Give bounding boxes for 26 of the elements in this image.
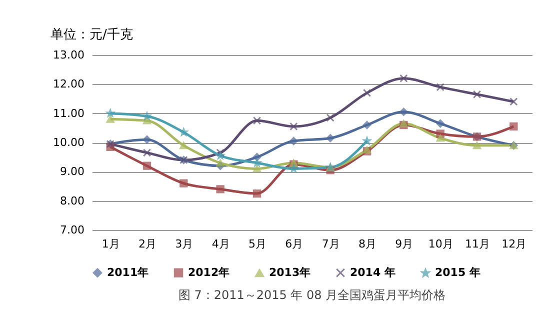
x-tick-label: 3月 — [175, 238, 194, 250]
y-axis-title: 单位：元/千克 — [50, 28, 133, 42]
y-tick-label: 11.00 — [53, 106, 84, 120]
x-tick-label: 7月 — [322, 238, 340, 250]
x-tick-label: 5月 — [248, 238, 266, 250]
y-tick-label: 7.00 — [60, 224, 84, 236]
x-tick-label: 12月 — [502, 238, 527, 250]
x-tick-label: 1月 — [102, 238, 120, 250]
x-tick-label: 11月 — [465, 238, 490, 250]
y-tick-label: 9.00 — [60, 165, 84, 178]
legend-label: 2014 年 — [350, 266, 396, 279]
x-tick-label: 9月 — [395, 238, 414, 250]
x-tick-label: 2月 — [138, 238, 156, 250]
x-tick-label: 10月 — [428, 238, 454, 250]
y-tick-label: 13.00 — [53, 48, 84, 62]
y-tick-label: 8.00 — [60, 194, 84, 208]
legend-label: 2015 年 — [435, 266, 480, 280]
legend-label: 2013年 — [269, 266, 311, 280]
text: 图 7：2011～2015 年 08 月全国鸡蛋月平均价格 — [178, 288, 446, 302]
legend-label: 2011年 — [107, 266, 149, 279]
x-tick-label: 8月 — [358, 238, 376, 250]
x-tick-label: 6月 — [285, 238, 304, 250]
y-tick-label: 10.00 — [53, 136, 84, 149]
x-tick-label: 4月 — [212, 238, 230, 250]
y-tick-label: 12.00 — [53, 78, 84, 91]
legend-label: 2012年 — [188, 266, 230, 279]
